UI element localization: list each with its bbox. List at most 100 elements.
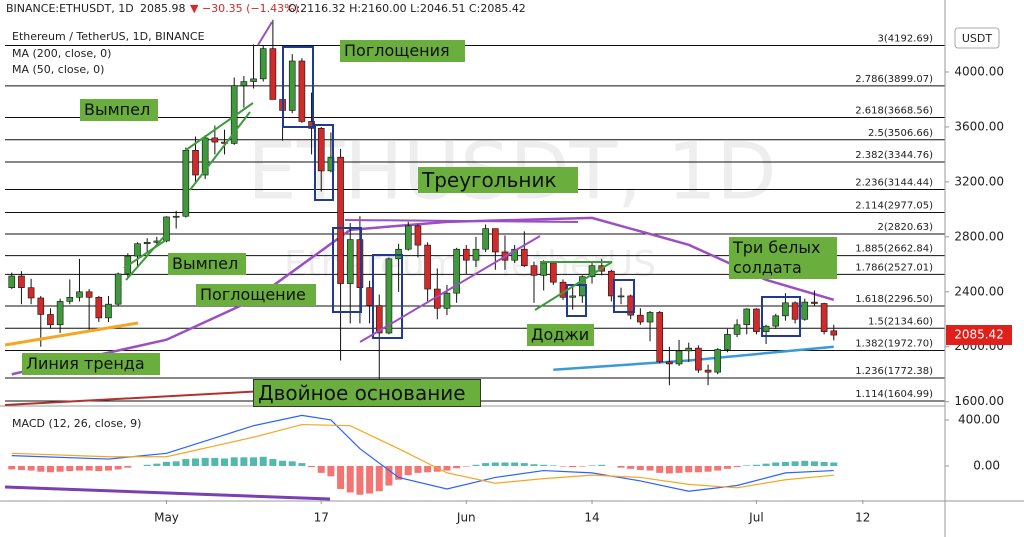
macd-bar [472,464,480,466]
change: ▼ −30.35 (−1.43%) [190,2,299,15]
macd-bar [356,465,364,495]
macd-bar [163,461,171,466]
macd-bar [75,465,83,471]
candle-body [95,296,103,319]
macd-bar [298,463,306,466]
candle-body [114,273,122,305]
candle-body [85,291,93,298]
currency[interactable]: USDT [962,32,993,45]
fib-label: 2.618(3668.56) [855,106,933,117]
candle-body [105,303,112,319]
macd-bar [733,465,741,468]
macd-bar [549,465,557,466]
macd-bar [37,465,45,472]
macd-bar [801,460,809,466]
candle-body [743,308,751,326]
pennant-line [185,102,254,151]
fib-label: 2.786(3899.07) [855,74,933,85]
fib-label: 2.236(3144.44) [855,178,933,189]
candle-body [714,349,722,373]
candle-body [8,275,16,288]
symbol: BINANCE:ETHUSDT, 1D [6,2,134,15]
candle-body [366,287,373,306]
candle-body [666,361,673,365]
macd-bar [752,464,760,466]
macd-bar [385,465,393,486]
legend-macd: MACD (12, 26, close, 9) [12,417,141,430]
triangle-line [344,219,579,223]
macd-bar [288,461,296,466]
candle-body [317,128,325,172]
macd-bar [308,465,316,468]
candle-body [163,216,170,242]
fib-label: 2.5(3506.66) [868,128,933,139]
candle-body [753,308,760,332]
candle-body [27,287,35,299]
candle-body [172,215,180,218]
candle-body [356,239,364,288]
candle-body [521,248,528,266]
macd-bar [230,457,238,466]
candle-body [250,78,257,82]
macd-bar [424,465,432,473]
candle-body [346,239,354,284]
pattern-box [613,279,635,313]
macd-bar [114,465,122,470]
macd-bar [221,458,229,466]
macd-bar [46,465,54,473]
macd-bar [279,460,287,466]
fib-label: 1.786(2527.01) [855,262,933,273]
pattern-box [332,227,362,313]
macd-bar [269,459,277,466]
candle-body [37,297,45,315]
macd-bar [511,462,519,466]
x-tick-label: 12 [855,511,870,525]
annotation: Три белых солдата [729,237,837,279]
macd-bar [124,465,132,468]
candle-body [733,324,741,335]
candle-body [259,48,267,80]
candle-body [724,334,731,350]
currency-button[interactable] [954,27,1000,49]
candle-body [240,81,248,87]
channel-line [257,21,273,46]
x-tick-label: Jul [748,511,763,525]
annotation: Поглощения [340,40,465,62]
macd-tick-label: 400.00 [958,412,1000,426]
fib-label: 1.114(1604.99) [855,389,933,400]
macd-bar [772,462,780,466]
macd-bar [820,461,828,466]
annotation: Доджи [527,324,594,346]
candle-body [269,48,277,100]
macd-bar [375,465,383,492]
candle-body [134,243,141,257]
trend-line [4,321,139,347]
annotation: Вымпел [80,99,158,121]
candle-body [66,296,74,302]
candle-body [472,248,480,261]
macd-bar [569,465,577,468]
y-tick-label: 2400.00 [954,284,1004,298]
candle-body [482,228,489,250]
pattern-box [314,124,334,201]
macd-line [11,414,834,492]
macd-bar [578,465,586,467]
candle-body [685,347,693,352]
fib-label: 1.236(1772.38) [855,366,933,377]
candle-body [201,137,209,176]
y-tick-label: 2800.00 [954,229,1004,243]
candle-body [550,262,557,283]
macd-bar [501,462,509,466]
pattern-box [372,254,403,339]
macd-bar [201,457,209,466]
candle-body [453,248,460,294]
macd-bar [17,465,25,470]
macd-bar [598,464,606,466]
candle-body [646,312,654,323]
triangle-line [359,235,541,343]
fib-label: 1.382(1972.70) [855,339,933,350]
annotation: Двойное основание [253,379,481,407]
candle-body [424,244,431,290]
macd-bar [250,457,258,466]
candle-body [540,262,547,276]
